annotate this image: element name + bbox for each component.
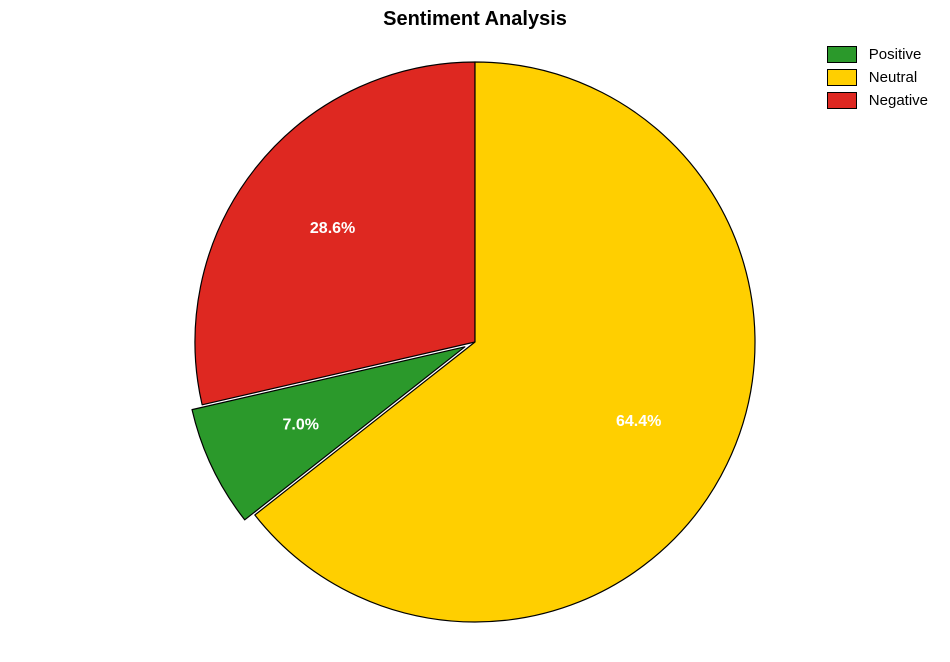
chart-container: Sentiment Analysis 28.6%7.0%64.4% Positi… — [0, 0, 950, 662]
legend-label-neutral: Neutral — [869, 69, 917, 86]
legend-swatch-neutral — [827, 69, 857, 86]
legend: Positive Neutral Negative — [827, 46, 928, 115]
legend-item-positive: Positive — [827, 46, 928, 63]
slice-label-negative: 28.6% — [310, 220, 355, 237]
legend-item-negative: Negative — [827, 92, 928, 109]
legend-label-positive: Positive — [869, 46, 922, 63]
legend-item-neutral: Neutral — [827, 69, 928, 86]
slice-label-neutral: 64.4% — [616, 413, 661, 430]
legend-label-negative: Negative — [869, 92, 928, 109]
legend-swatch-positive — [827, 46, 857, 63]
slice-label-positive: 7.0% — [282, 417, 318, 434]
legend-swatch-negative — [827, 92, 857, 109]
pie-chart-svg: 28.6% 7.0% 64.4% — [0, 0, 950, 662]
